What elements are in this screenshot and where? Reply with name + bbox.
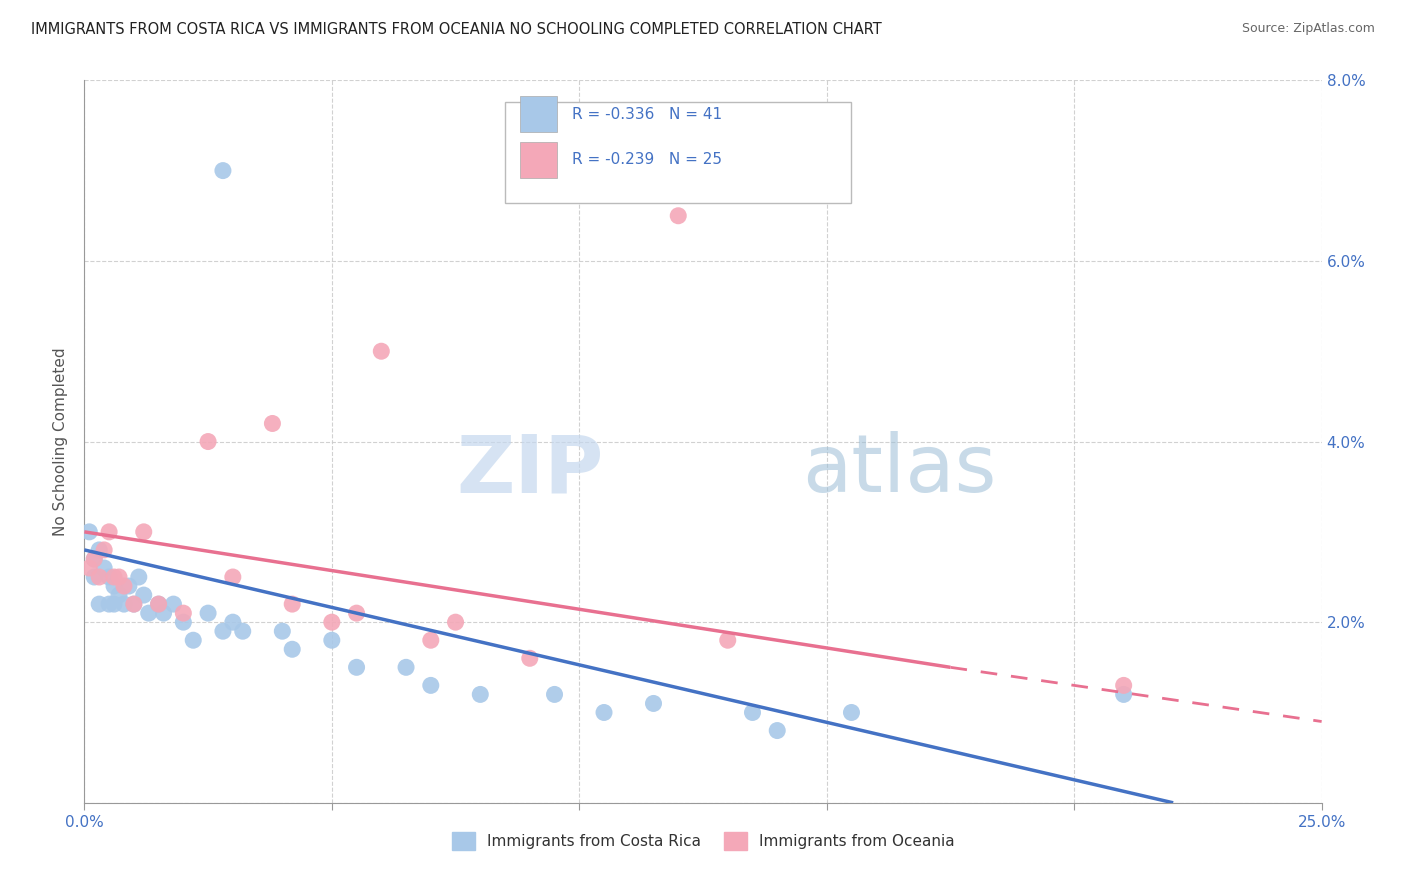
Point: [148, 597, 170, 611]
Point: [89, 542, 111, 557]
Point: [108, 588, 131, 602]
Text: Source: ZipAtlas.com: Source: ZipAtlas.com: [1241, 22, 1375, 36]
Point: [93, 561, 115, 575]
Point: [419, 633, 441, 648]
Point: [103, 597, 125, 611]
Point: [197, 606, 219, 620]
Point: [122, 597, 145, 611]
Point: [103, 570, 125, 584]
Point: [543, 687, 565, 701]
Legend: Immigrants from Costa Rica, Immigrants from Oceania: Immigrants from Costa Rica, Immigrants f…: [446, 826, 960, 856]
Point: [717, 633, 740, 648]
Point: [148, 597, 170, 611]
Point: [162, 597, 184, 611]
Point: [197, 434, 219, 449]
Point: [103, 579, 125, 593]
Point: [222, 615, 245, 630]
Point: [741, 706, 763, 720]
Point: [766, 723, 789, 738]
Point: [346, 660, 368, 674]
Point: [112, 597, 135, 611]
Point: [181, 633, 204, 648]
Point: [112, 579, 135, 593]
Point: [79, 524, 101, 539]
Point: [281, 597, 304, 611]
Point: [222, 570, 245, 584]
Point: [128, 570, 150, 584]
Point: [444, 615, 467, 630]
Point: [93, 542, 115, 557]
Text: atlas: atlas: [801, 432, 997, 509]
Point: [132, 524, 155, 539]
FancyBboxPatch shape: [520, 142, 557, 178]
Point: [281, 642, 304, 657]
Point: [98, 597, 121, 611]
Point: [83, 552, 105, 566]
FancyBboxPatch shape: [520, 96, 557, 132]
Point: [1112, 687, 1135, 701]
Point: [232, 624, 254, 639]
Point: [419, 678, 441, 692]
Point: [593, 706, 616, 720]
FancyBboxPatch shape: [505, 102, 852, 203]
Point: [321, 615, 343, 630]
Point: [172, 615, 194, 630]
Point: [262, 417, 284, 431]
Point: [152, 606, 174, 620]
Point: [98, 570, 121, 584]
Point: [132, 588, 155, 602]
Point: [89, 570, 111, 584]
Point: [98, 524, 121, 539]
Point: [271, 624, 294, 639]
Text: R = -0.239   N = 25: R = -0.239 N = 25: [572, 153, 721, 168]
Y-axis label: No Schooling Completed: No Schooling Completed: [53, 347, 69, 536]
Point: [370, 344, 392, 359]
Point: [118, 579, 141, 593]
Point: [89, 597, 111, 611]
Point: [395, 660, 418, 674]
Point: [83, 552, 105, 566]
Point: [519, 651, 541, 665]
Point: [346, 606, 368, 620]
Point: [83, 570, 105, 584]
Text: IMMIGRANTS FROM COSTA RICA VS IMMIGRANTS FROM OCEANIA NO SCHOOLING COMPLETED COR: IMMIGRANTS FROM COSTA RICA VS IMMIGRANTS…: [31, 22, 882, 37]
Point: [108, 570, 131, 584]
Point: [321, 633, 343, 648]
Point: [666, 209, 689, 223]
Point: [643, 697, 665, 711]
Text: R = -0.336   N = 41: R = -0.336 N = 41: [572, 107, 721, 121]
Point: [138, 606, 160, 620]
Point: [212, 624, 235, 639]
Point: [470, 687, 492, 701]
Point: [122, 597, 145, 611]
Point: [172, 606, 194, 620]
Point: [1112, 678, 1135, 692]
Point: [79, 561, 101, 575]
Point: [212, 163, 235, 178]
Point: [841, 706, 863, 720]
Text: ZIP: ZIP: [457, 432, 605, 509]
